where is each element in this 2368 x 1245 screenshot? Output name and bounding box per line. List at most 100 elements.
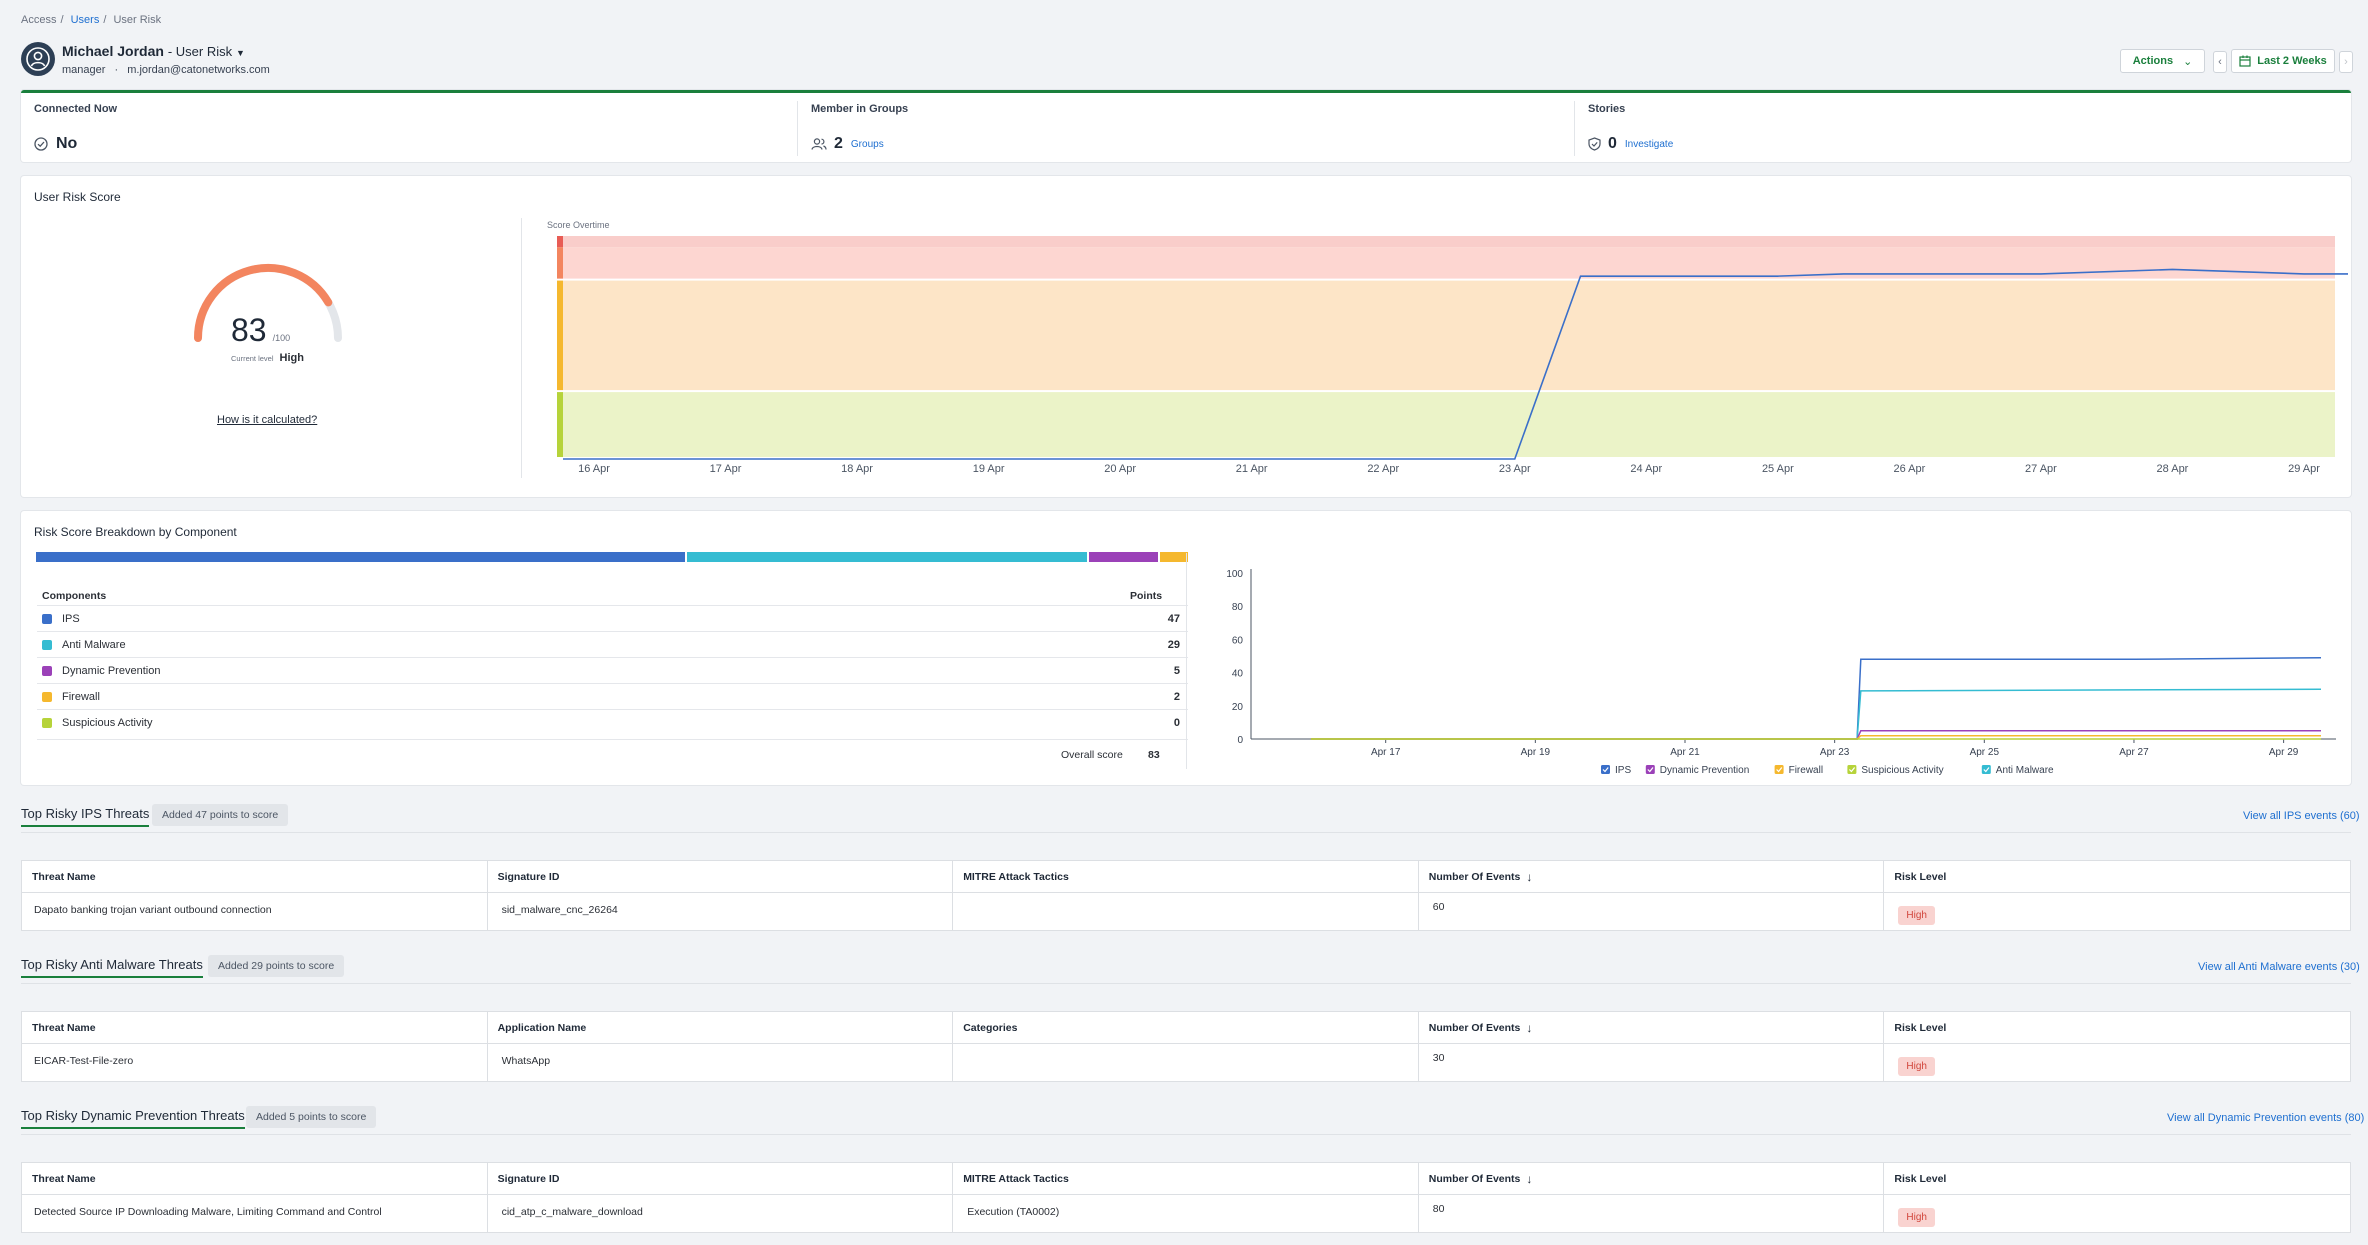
breadcrumb: Access / Users / User Risk [21,14,162,26]
calendar-icon [2239,55,2251,67]
column-header-application-name[interactable]: Application Name [488,1012,954,1043]
column-header-signature-id[interactable]: Signature ID [488,861,954,892]
components-header: Components [42,590,107,602]
risk-band-edge [557,280,563,391]
legend-checkbox[interactable] [1847,765,1857,774]
page-title[interactable]: Michael Jordan - User Risk ▼ [62,43,245,59]
ips-section-title[interactable]: Top Risky IPS Threats [21,806,150,827]
table-row[interactable]: Dapato banking trojan variant outbound c… [22,893,2350,930]
view-all-dynamic-prevention-link[interactable]: View all Dynamic Prevention events (80) [2167,1112,2365,1124]
column-header-risk-level[interactable]: Risk Level [1884,1012,2350,1043]
x-tick-label: 17 Apr [710,463,742,475]
table-cell-signature-id: cid_atp_c_malware_download [488,1195,954,1232]
actions-button[interactable]: Actions ⌄ [2120,49,2205,73]
legend-checkbox[interactable] [1981,765,1991,774]
series-line-dynamic-prevention [1310,729,2321,740]
table-cell-risk-level: High [1884,893,2350,930]
column-header-label: Threat Name [32,1021,96,1034]
date-range-button[interactable]: Last 2 Weeks [2231,49,2335,73]
y-tick-label: 20 [1232,702,1244,713]
check-icon [1602,767,1609,773]
x-tick-label: 24 Apr [1630,463,1662,475]
legend-checkbox[interactable] [1601,765,1610,774]
column-header-threat-name[interactable]: Threat Name [22,1012,488,1043]
score-line [563,268,2348,460]
table-cell-threat-name: Detected Source IP Downloading Malware, … [22,1195,488,1232]
table-row[interactable]: Detected Source IP Downloading Malware, … [22,1195,2350,1232]
table-cell-categories [953,1044,1419,1081]
column-header-mitre-attack-tactics[interactable]: MITRE Attack Tactics [953,861,1419,892]
risk-score-title: User Risk Score [34,190,121,204]
component-row: IPS 47 [37,605,1188,631]
user-role: manager [62,64,106,76]
chevron-left-icon: ‹ [2218,56,2222,68]
column-header-risk-level[interactable]: Risk Level [1884,861,2350,892]
score-overtime-label: Score Overtime [547,220,610,230]
dynamic-prevention-section-title[interactable]: Top Risky Dynamic Prevention Threats [21,1108,245,1129]
sort-descending-icon[interactable]: ↓ [1526,1171,1533,1186]
user-meta: manager · m.jordan@catonetworks.com [62,64,270,76]
x-tick-label: 25 Apr [1762,463,1794,475]
score-value: 83 [231,312,267,348]
risk-band [557,236,2335,248]
legend-item-dynamic-prevention[interactable]: Dynamic Prevention [1645,765,1749,776]
legend-item-anti-malware[interactable]: Anti Malware [1981,765,2054,776]
user-risk-score-card: User Risk Score 83 /100 Current level Hi… [21,176,2351,497]
legend-item-suspicious-activity[interactable]: Suspicious Activity [1847,765,1944,776]
x-tick-label: Apr 19 [1521,747,1551,758]
x-tick-label: 29 Apr [2288,463,2320,475]
groups-value: 2 [834,135,843,152]
column-header-label: Number Of Events [1428,1021,1521,1034]
investigate-link[interactable]: Investigate [1624,138,1674,150]
column-header-threat-name[interactable]: Threat Name [22,1163,488,1194]
overall-score-label: Overall score [1061,749,1123,761]
breadcrumb-access[interactable]: Access [21,14,57,26]
previous-range-button[interactable]: ‹ [2213,51,2227,73]
legend-item-ips[interactable]: IPS [1601,765,1631,776]
column-header-categories[interactable]: Categories [953,1012,1419,1043]
series-line-ips [1310,656,2322,740]
legend-swatch [42,691,52,702]
sort-descending-icon[interactable]: ↓ [1526,1020,1533,1035]
component-name: Anti Malware [62,638,126,651]
legend-checkbox[interactable] [1774,765,1784,774]
risk-gauge [194,263,342,342]
column-header-risk-level[interactable]: Risk Level [1884,1163,2350,1194]
component-name: Firewall [62,690,100,703]
check-icon [1776,767,1783,773]
caret-down-icon[interactable]: ▼ [236,48,245,58]
column-header-mitre-attack-tactics[interactable]: MITRE Attack Tactics [953,1163,1419,1194]
column-header-signature-id[interactable]: Signature ID [488,1163,954,1194]
x-tick-label: Apr 21 [1670,747,1700,758]
y-tick-label: 40 [1232,669,1244,680]
table-row[interactable]: EICAR-Test-File-zero WhatsApp 30 High [22,1044,2350,1081]
column-header-label: Threat Name [32,1172,96,1185]
breakdown-title: Risk Score Breakdown by Component [34,525,237,539]
user-name: Michael Jordan [62,43,164,59]
groups-link[interactable]: Groups [850,138,884,150]
column-header-number-of-events[interactable]: Number Of Events ↓ [1419,1012,1885,1043]
connected-status: No [34,135,77,153]
anti-malware-section-title[interactable]: Top Risky Anti Malware Threats [21,957,203,978]
table-cell-number-of-events: 60 [1419,893,1885,930]
score-max: /100 [272,333,291,343]
risk-band-edge [557,392,563,457]
cell-value: Detected Source IP Downloading Malware, … [34,1206,382,1218]
risk-band-edge [557,247,563,279]
sort-descending-icon[interactable]: ↓ [1526,869,1533,884]
legend-item-firewall[interactable]: Firewall [1774,765,1823,776]
legend-checkbox[interactable] [1645,765,1655,774]
column-header-label: MITRE Attack Tactics [963,870,1069,883]
column-header-number-of-events[interactable]: Number Of Events ↓ [1419,1163,1885,1194]
component-row: Suspicious Activity 0 [37,709,1188,735]
breadcrumb-users[interactable]: Users [70,14,100,26]
column-header-number-of-events[interactable]: Number Of Events ↓ [1419,861,1885,892]
next-range-button[interactable]: › [2339,51,2353,73]
view-all-ips-link[interactable]: View all IPS events (60) [2243,810,2360,822]
breakdown-card: Risk Score Breakdown by Component Compon… [21,511,2351,785]
how-calculated-link[interactable]: How is it calculated? [217,414,318,426]
view-all-anti-malware-link[interactable]: View all Anti Malware events (30) [2198,961,2360,973]
column-header-threat-name[interactable]: Threat Name [22,861,488,892]
cell-value: Execution (TA0002) [967,1206,1060,1218]
column-header-label: Signature ID [497,870,560,883]
